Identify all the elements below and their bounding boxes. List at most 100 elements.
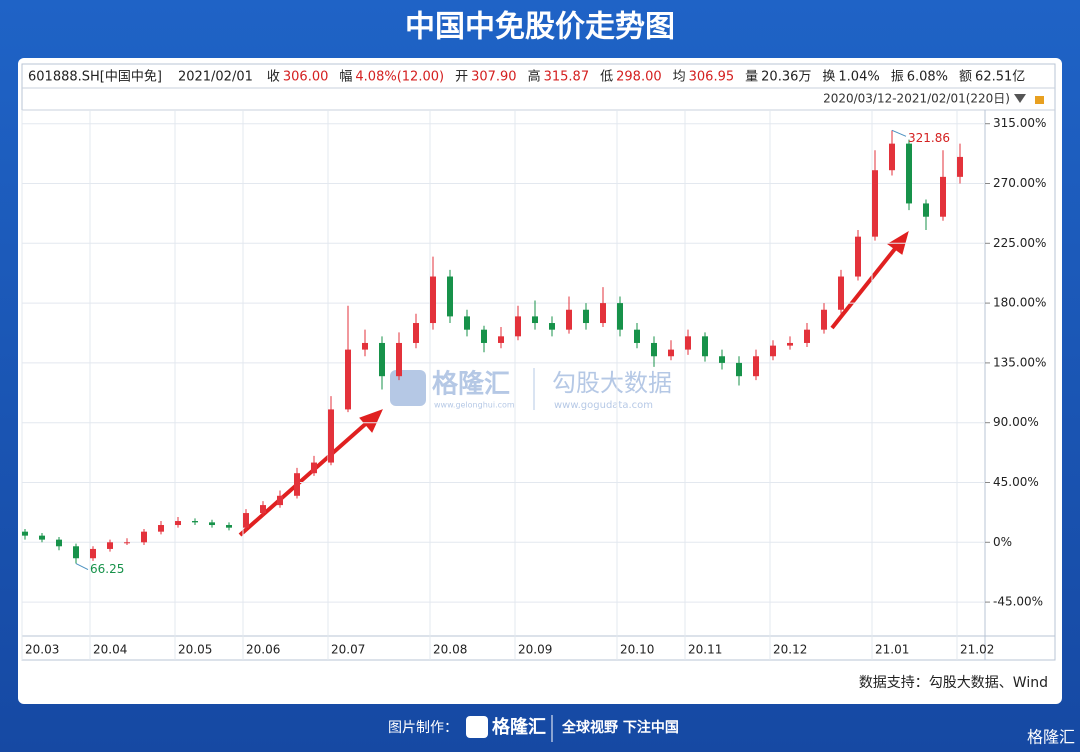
candle-body: [515, 316, 521, 337]
info-value: 20.36万: [761, 70, 811, 85]
candle-body: [923, 203, 929, 217]
info-label: 均: [673, 70, 686, 85]
candle-body: [906, 143, 912, 204]
y-tick-label: 315.00%: [993, 116, 1046, 130]
arrows: [238, 230, 909, 537]
x-tick-label: 20.07: [331, 643, 365, 657]
x-tick-label: 20.04: [93, 643, 127, 657]
y-tick-label: 0%: [993, 535, 1012, 549]
corner-brand: 格隆汇: [1027, 728, 1075, 747]
info-value: 6.08%: [907, 70, 948, 85]
info-value: 306.95: [689, 70, 735, 85]
candle-body: [362, 342, 368, 350]
candle-body: [651, 342, 657, 357]
candle-body: [294, 473, 300, 496]
candle-body: [787, 342, 793, 346]
made-by: 图片制作：: [388, 720, 458, 736]
watermark-data-url: www.gogudata.com: [554, 400, 653, 411]
y-tick-label: 135.00%: [993, 355, 1046, 369]
footer-brand: 格隆汇: [492, 716, 546, 738]
y-tick-label: 270.00%: [993, 176, 1046, 190]
info-label: 量: [745, 70, 758, 85]
candle-body: [889, 143, 895, 171]
info-label: 额: [959, 70, 972, 85]
candle-body: [260, 505, 266, 514]
info-value: 315.87: [544, 70, 590, 85]
stock-code: 601888.SH[中国中免]: [28, 70, 162, 85]
annotation: 321.86: [908, 131, 950, 145]
candle-body: [855, 236, 861, 277]
candle-body: [549, 323, 555, 330]
info-label: 开: [455, 70, 468, 85]
candle-body: [396, 342, 402, 377]
x-tick-label: 21.02: [960, 643, 994, 657]
candle-body: [821, 309, 827, 330]
info-value: 62.51亿: [975, 70, 1025, 85]
watermark: 格隆汇 www.gelonghui.com 勾股大数据 www.gogudata…: [390, 368, 672, 411]
candle-body: [379, 342, 385, 377]
candle-body: [736, 362, 742, 377]
annotation-line: [891, 129, 907, 137]
x-tick-label: 20.09: [518, 643, 552, 657]
candle-body: [804, 329, 810, 343]
slogan: 全球视野 下注中国: [561, 719, 679, 736]
info-label: 收: [267, 70, 280, 85]
info-value: 298.00: [616, 70, 662, 85]
candle-body: [464, 316, 470, 330]
candle-body: [702, 336, 708, 357]
info-label: 低: [600, 70, 613, 85]
x-tick-label: 20.08: [433, 643, 467, 657]
y-tick-label: 180.00%: [993, 296, 1046, 310]
watermark-brand: 格隆汇: [432, 369, 510, 400]
candle-body: [56, 539, 62, 547]
candle-body: [838, 276, 844, 310]
candle-body: [22, 531, 28, 536]
candle-body: [90, 548, 96, 559]
candle-body: [447, 276, 453, 317]
candle-body: [583, 309, 589, 324]
info-value: 1.04%: [838, 70, 879, 85]
candle-body: [600, 303, 606, 324]
candle-body: [634, 329, 640, 343]
y-tick-label: 90.00%: [993, 415, 1039, 429]
candle-body: [192, 521, 198, 523]
candle-body: [770, 345, 776, 357]
candle-body: [73, 546, 79, 559]
candle-body: [328, 409, 334, 463]
candle-body: [175, 521, 181, 526]
info-label: 振: [891, 70, 904, 85]
candle-body: [566, 309, 572, 330]
candle-body: [940, 176, 946, 217]
candle-body: [957, 156, 963, 177]
candle-body: [481, 329, 487, 343]
x-tick-label: 20.12: [773, 643, 807, 657]
dropdown-icon[interactable]: [1014, 94, 1026, 103]
candle-body: [872, 170, 878, 237]
candle-body: [430, 276, 436, 324]
logo-box: [466, 716, 488, 738]
source: 数据支持：勾股大数据、Wind: [859, 675, 1048, 691]
candle-body: [413, 323, 419, 343]
y-tick-label: 45.00%: [993, 475, 1039, 489]
x-tick-label: 20.05: [178, 643, 212, 657]
watermark-data: 勾股大数据: [552, 369, 672, 397]
date-range: 2020/03/12-2021/02/01(220日): [823, 92, 1010, 106]
lock-icon[interactable]: [1035, 96, 1044, 104]
candle-body: [345, 349, 351, 410]
candle-body: [141, 531, 147, 543]
y-tick-label: -45.00%: [993, 595, 1043, 609]
title: 中国中免股价走势图: [405, 10, 675, 45]
x-tick-label: 20.03: [25, 643, 59, 657]
candle-body: [617, 303, 623, 330]
watermark-url: www.gelonghui.com: [434, 401, 515, 410]
arrow: [238, 418, 372, 537]
annotation: 66.25: [90, 562, 124, 576]
candle-body: [124, 542, 130, 544]
candle-body: [719, 356, 725, 363]
candle-body: [243, 513, 249, 528]
x-tick-label: 21.01: [875, 643, 909, 657]
candle-body: [39, 535, 45, 540]
info-value: 306.00: [283, 70, 329, 85]
